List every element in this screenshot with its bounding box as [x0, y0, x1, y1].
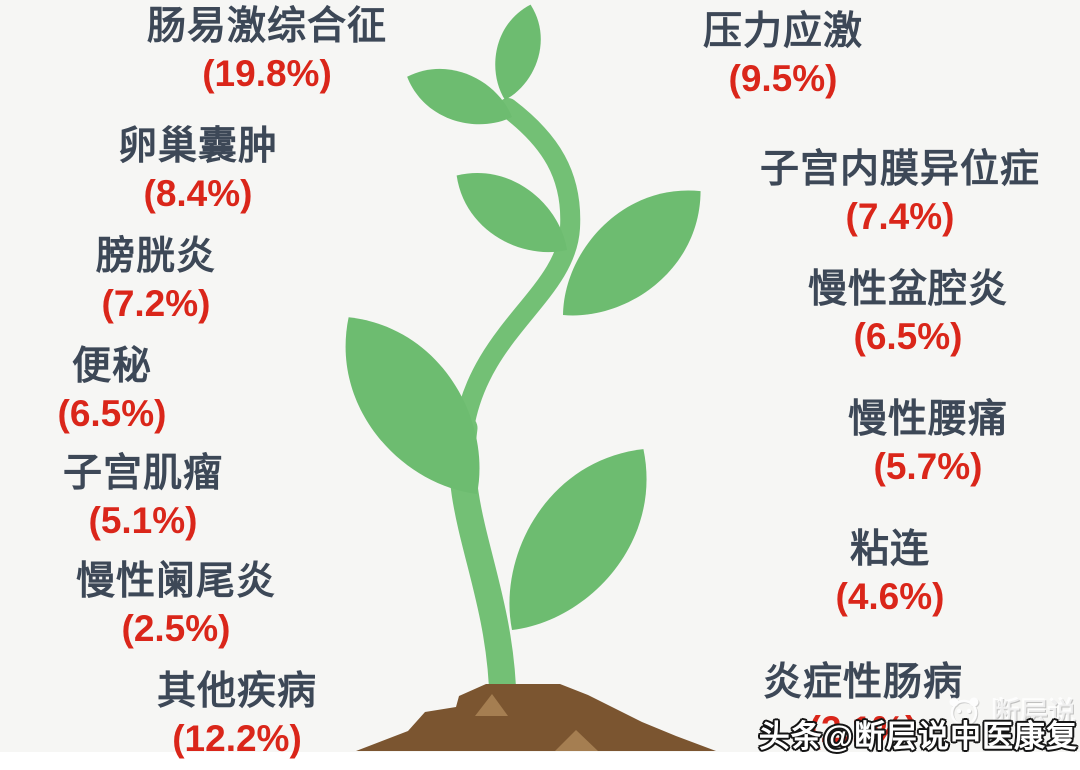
disease-percentage: (5.1%) — [88, 500, 198, 541]
leaf-mid-right — [563, 190, 701, 316]
leaf-low-left — [345, 317, 480, 494]
label-adhesions: 粘连 (4.6%) — [836, 527, 945, 621]
watermark-text: 头条@断层说中医康复 — [758, 719, 1078, 754]
watermark-logo-row: 断层说 — [944, 691, 1076, 731]
disease-name: 肠易激综合征 — [146, 5, 388, 48]
disease-percentage: (2.5%) — [121, 608, 231, 649]
label-ibd: 炎症性肠病 (2.1%) — [763, 660, 963, 754]
leaf-apex-left — [407, 68, 512, 125]
disease-name: 慢性盆腔炎 — [807, 268, 1009, 311]
disease-name: 膀胱炎 — [95, 235, 217, 278]
watermark-logo-text: 断层说 — [991, 697, 1076, 728]
label-other-diseases: 其他疾病 (12.2%) — [157, 669, 317, 763]
disease-percentage: (6.5%) — [57, 393, 167, 434]
disease-name: 粘连 — [849, 528, 931, 571]
label-ovarian-cyst: 卵巢囊肿 (8.4%) — [118, 124, 278, 218]
disease-percentage: (12.2%) — [172, 718, 302, 759]
label-chronic-appendicitis: 慢性阑尾炎 (2.5%) — [76, 559, 276, 653]
leaves — [345, 4, 701, 630]
label-uterine-fibroid: 子宫肌瘤 (5.1%) — [63, 451, 223, 545]
label-constipation: 便秘 (6.5%) — [58, 344, 167, 438]
disease-percentage: (6.5%) — [853, 316, 963, 357]
panda-face-icon — [949, 697, 979, 727]
bottom-strip — [0, 752, 1080, 770]
disease-percentage: (5.7%) — [873, 446, 983, 487]
leaf-mid-left — [456, 173, 567, 253]
disease-name: 便秘 — [71, 345, 153, 388]
label-chronic-pid: 慢性盆腔炎 (6.5%) — [808, 267, 1008, 361]
disease-percentage: (2.1%) — [808, 709, 918, 750]
disease-name: 慢性腰痛 — [847, 398, 1009, 441]
disease-name: 炎症性肠病 — [762, 661, 964, 704]
label-chronic-low-back-pain: 慢性腰痛 (5.7%) — [848, 397, 1008, 491]
disease-name: 其他疾病 — [156, 670, 318, 713]
soil-highlight — [475, 694, 508, 716]
disease-percentage: (9.5%) — [728, 58, 838, 99]
leaf-apex-right — [495, 4, 541, 100]
disease-name: 卵巢囊肿 — [117, 125, 279, 168]
disease-percentage: (19.8%) — [202, 53, 332, 94]
label-ibs: 肠易激综合征 (19.8%) — [147, 4, 387, 98]
soil-mound — [356, 684, 716, 751]
disease-percentage: (4.6%) — [835, 576, 945, 617]
disease-name: 子宫内膜异位症 — [759, 148, 1041, 191]
label-stress: 压力应激 (9.5%) — [703, 9, 863, 103]
disease-percentage: (7.2%) — [101, 283, 211, 324]
label-endometriosis: 子宫内膜异位症 (7.4%) — [760, 147, 1040, 241]
disease-percentage: (7.4%) — [845, 196, 955, 237]
disease-name: 压力应激 — [702, 10, 864, 53]
disease-name: 慢性阑尾炎 — [75, 560, 277, 603]
leaf-low-right — [509, 449, 647, 630]
disease-name: 子宫肌瘤 — [62, 452, 224, 495]
soil-highlight — [555, 730, 598, 751]
label-cystitis: 膀胱炎 (7.2%) — [96, 234, 216, 328]
disease-percentage: (8.4%) — [143, 173, 253, 214]
